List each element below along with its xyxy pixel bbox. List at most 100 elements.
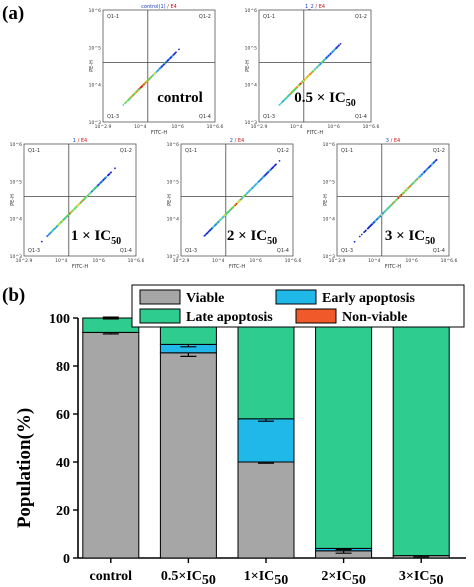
- event-dot: [217, 221, 220, 223]
- event-dot: [424, 169, 427, 172]
- event-dot: [214, 224, 217, 227]
- event-dots: [353, 158, 438, 243]
- event-dot: [426, 167, 429, 170]
- event-dot: [274, 164, 276, 167]
- event-dot: [89, 192, 92, 194]
- event-dot: [243, 195, 246, 197]
- y-tick-label: 10^5: [323, 179, 335, 185]
- x-tick-label-subscript: 50: [274, 573, 288, 587]
- quadrant-label: Q1-1: [28, 148, 40, 154]
- event-dot: [144, 82, 147, 84]
- event-dot: [221, 216, 224, 219]
- quadrant-label: Q1-4: [120, 248, 132, 254]
- x-tick-label: 10^2.9: [251, 124, 268, 130]
- y-tick-label: 10^5: [245, 45, 257, 51]
- event-dot: [419, 174, 422, 177]
- event-dot: [178, 48, 180, 51]
- panel-a-label: (a): [2, 3, 24, 24]
- plot-frame: [102, 9, 216, 123]
- event-dot: [435, 159, 438, 162]
- plot-title: control(1) / E4: [141, 4, 177, 10]
- bar-segment: [82, 317, 140, 333]
- sample-label: 0.5 × IC50: [294, 90, 355, 109]
- legend-label: Early apoptosis: [322, 291, 416, 306]
- sample-label-subscript: 50: [346, 98, 356, 109]
- event-dot: [431, 163, 434, 166]
- event-dot: [223, 214, 226, 217]
- y-tick-label: 10^6: [167, 142, 179, 148]
- event-dot: [40, 240, 43, 243]
- y-tick-label: 10^5: [89, 45, 101, 51]
- event-dot: [206, 232, 209, 235]
- event-dot: [329, 53, 332, 55]
- event-dot: [307, 74, 310, 77]
- legend: Viable Early apoptosis Late apoptosis Non-v…: [131, 284, 465, 328]
- event-dot: [97, 184, 100, 186]
- event-dot: [323, 58, 326, 61]
- y-axis-title: Population(%): [14, 408, 35, 528]
- event-dot: [278, 103, 281, 106]
- flow-plot: control(1) / E4 Q1-1 Q1-2 Q1-3 Q1-4 FITC-H PE-…: [89, 4, 224, 136]
- event-dot: [210, 227, 213, 230]
- bar-segment: [159, 352, 217, 559]
- event-dot: [337, 44, 340, 47]
- event-dot: [252, 186, 255, 188]
- event-dot: [239, 199, 241, 202]
- x-axis-label: FITC-H: [307, 130, 323, 136]
- event-dot: [241, 196, 244, 199]
- x-tick-label-main: 3×IC: [399, 569, 430, 584]
- sample-label: control: [157, 90, 203, 106]
- event-dot: [371, 222, 374, 225]
- event-dot: [409, 185, 412, 188]
- x-tick-label: 10^6: [405, 258, 417, 264]
- y-tick-label: 10^3: [245, 120, 257, 126]
- y-axis-label: PE-H: [323, 194, 329, 206]
- event-dot: [171, 55, 174, 57]
- x-tick-label: 10^6.6: [285, 258, 302, 264]
- x-tick-label: 10^6.6: [128, 258, 145, 264]
- quadrant-label: Q1-1: [263, 14, 275, 20]
- event-dot: [78, 203, 81, 205]
- sample-label-subscript: 50: [111, 236, 121, 247]
- event-dot: [331, 51, 333, 54]
- sample-label-main: control: [157, 90, 203, 106]
- legend-swatch: [295, 308, 337, 324]
- y-tick-label: 10^4: [10, 217, 22, 223]
- plot-title: 1_2 / E4: [305, 4, 325, 10]
- event-dot: [231, 207, 233, 210]
- event-dot: [146, 80, 149, 82]
- event-dot: [257, 180, 260, 183]
- event-dot: [56, 224, 59, 227]
- y-tick-label: 10^3: [167, 254, 179, 260]
- bar-segment: [237, 418, 295, 463]
- event-dot: [254, 184, 256, 187]
- event-dot: [247, 190, 250, 193]
- sample-label-main: 0.5 × IC: [294, 90, 345, 106]
- quadrant-label: Q1-3: [107, 114, 119, 120]
- bar-stack: [237, 316, 295, 559]
- event-dot: [282, 100, 284, 103]
- y-tick-label: 10^6: [245, 8, 257, 14]
- x-tick-label-subscript: 50: [352, 573, 366, 587]
- y-tick-label: 10^4: [89, 83, 101, 89]
- event-dot: [397, 197, 400, 199]
- event-dots: [122, 48, 180, 106]
- panel-b-label: (b): [2, 285, 25, 306]
- sample-label-main: 2 × IC: [227, 228, 267, 244]
- event-dot: [175, 51, 177, 54]
- x-tick-label: 1×IC50: [244, 569, 289, 587]
- plot-title-sample: 2: [230, 138, 233, 144]
- event-dot: [289, 92, 292, 95]
- y-tick-label: 10^6: [89, 8, 101, 14]
- x-tick-label: 10^2.9: [16, 258, 33, 264]
- x-tick-label-subscript: 50: [202, 573, 216, 587]
- event-dot: [292, 89, 295, 92]
- event-dot: [422, 172, 424, 175]
- event-dot: [158, 67, 161, 70]
- x-tick-label: 10^6: [171, 124, 183, 130]
- event-dot: [326, 55, 329, 58]
- sample-label: 1 × IC50: [71, 228, 121, 247]
- quadrant-label: Q1-3: [341, 248, 353, 254]
- x-tick-label: 10^4: [55, 258, 67, 264]
